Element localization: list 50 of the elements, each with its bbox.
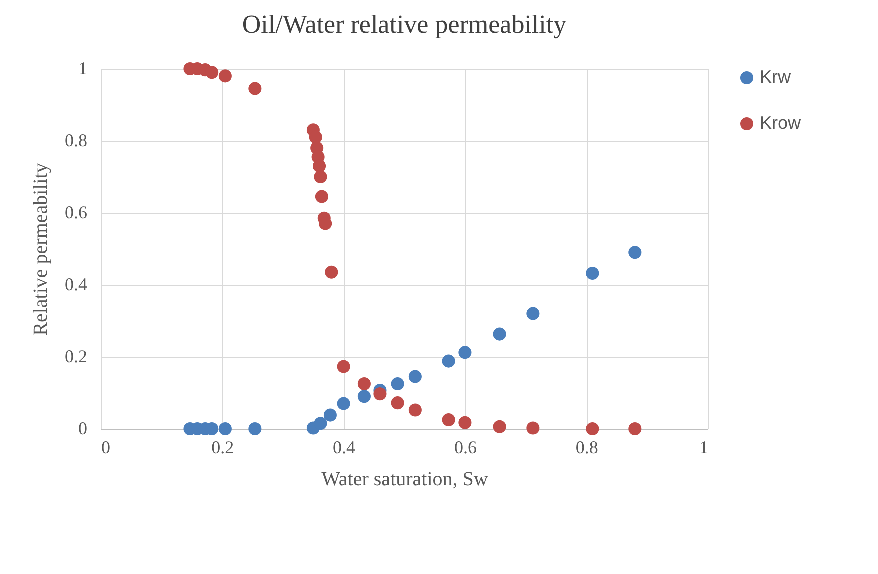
- point: [408, 404, 422, 417]
- x-tick-label: 0: [102, 438, 110, 458]
- x-tick-label: 0.4: [333, 438, 356, 458]
- point: [337, 397, 350, 410]
- point: [218, 70, 232, 83]
- y-tick-label: 0.6: [65, 202, 88, 222]
- x-tick-label: 0.6: [454, 438, 477, 458]
- point: [391, 396, 404, 410]
- point: [358, 377, 371, 391]
- point: [315, 190, 328, 204]
- point: [526, 307, 540, 320]
- point: [218, 422, 232, 436]
- point: [586, 266, 600, 280]
- y-tick-label: 1: [78, 58, 88, 78]
- point: [206, 66, 219, 80]
- x-tick-label: 0.8: [576, 438, 598, 458]
- point: [391, 377, 404, 391]
- y-tick-label: 0.8: [65, 130, 88, 150]
- point: [313, 160, 326, 173]
- point: [628, 422, 642, 436]
- chart-title: Oil/Water relative permeability: [242, 10, 567, 39]
- legend-label: Krow: [760, 113, 802, 133]
- point: [442, 354, 456, 368]
- point: [337, 360, 350, 374]
- point: [493, 328, 506, 341]
- point: [248, 82, 262, 96]
- point: [458, 416, 472, 430]
- point: [358, 390, 371, 404]
- point: [493, 420, 506, 434]
- point: [325, 266, 338, 279]
- y-tick-label: 0.2: [65, 346, 88, 366]
- y-tick-label: 0: [78, 418, 88, 438]
- point: [248, 422, 262, 436]
- y-axis-title: Relative permeability: [30, 163, 52, 336]
- x-tick-label: 0.2: [212, 438, 234, 458]
- point: [586, 422, 600, 436]
- point: [458, 346, 472, 360]
- point: [374, 388, 387, 401]
- point: [314, 170, 328, 184]
- x-tick-label: 1: [700, 438, 708, 458]
- point: [324, 408, 337, 422]
- x-axis-title: Water saturation, Sw: [322, 468, 489, 490]
- point: [628, 246, 642, 260]
- point: [442, 413, 456, 427]
- legend-label: Krw: [760, 67, 792, 87]
- y-tick-label: 0.4: [65, 274, 88, 294]
- point: [408, 370, 422, 384]
- point: [309, 130, 322, 144]
- point: [526, 422, 540, 435]
- point: [314, 417, 328, 430]
